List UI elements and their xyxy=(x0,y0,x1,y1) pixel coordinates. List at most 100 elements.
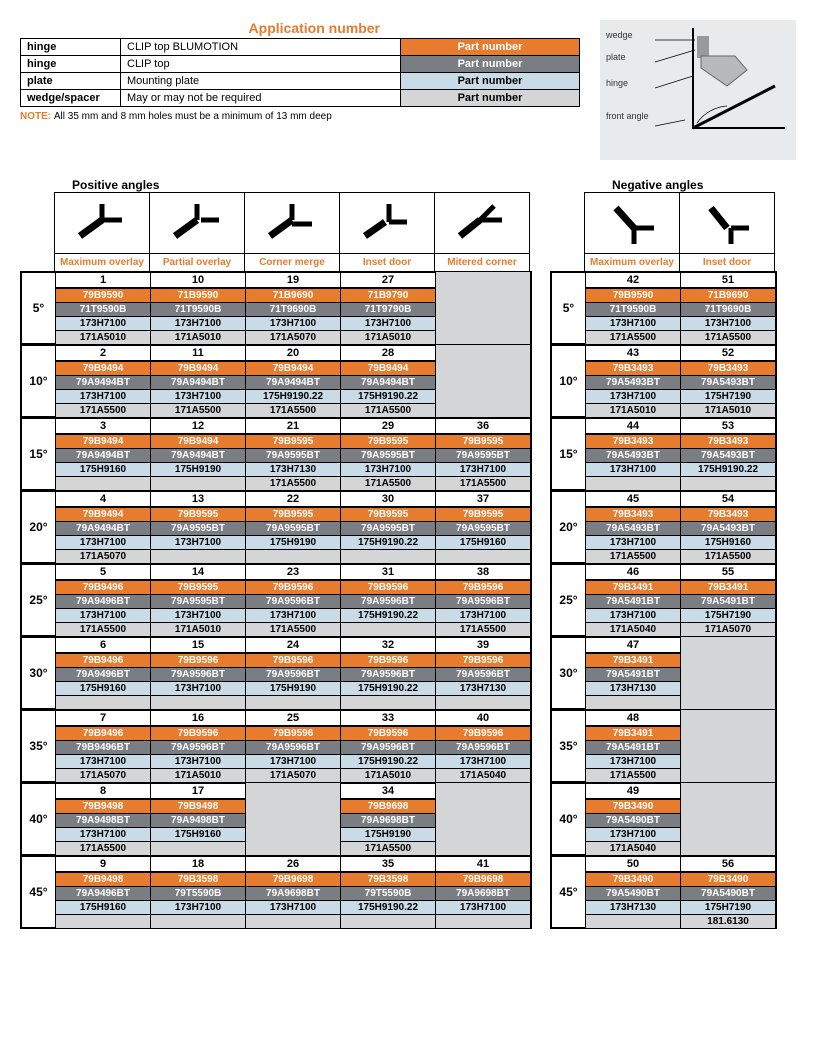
part-number-cell: 79A9498BT xyxy=(151,813,245,827)
part-number-cell: 171A5500 xyxy=(56,403,150,417)
part-number-cell: 171A5070 xyxy=(56,549,150,563)
part-number-cell: 79B9596 xyxy=(341,726,435,740)
part-number-cell: 171A5500 xyxy=(436,622,530,636)
part-number-cell xyxy=(151,549,245,563)
part-number-cell: 171A5500 xyxy=(341,476,435,490)
part-number-cell: 79A5491BT xyxy=(681,594,775,608)
column-label: Mitered corner xyxy=(435,253,529,271)
column-header: Partial overlay xyxy=(149,192,245,271)
part-number-cell: 71T9590B xyxy=(56,302,150,316)
column-header: Inset door xyxy=(679,192,775,271)
positive-angles-title: Positive angles xyxy=(72,178,572,192)
part-number-cell: 175H7190 xyxy=(681,389,775,403)
part-number-cell: 79A9494BT xyxy=(56,375,150,389)
part-number-cell: 173H7100 xyxy=(681,316,775,330)
part-number-cell: 79A9494BT xyxy=(341,375,435,389)
part-number-cell: 79B9498 xyxy=(151,799,245,813)
part-number-cell: 175H9160 xyxy=(436,535,530,549)
part-number-cell: 79B9596 xyxy=(151,653,245,667)
part-number-cell: 175H9160 xyxy=(56,900,150,914)
part-number-cell: 79B3490 xyxy=(586,872,680,886)
part-number-cell: 79B3491 xyxy=(681,580,775,594)
part-number-cell: 171A5040 xyxy=(586,841,680,855)
part-number-cell: 79B9596 xyxy=(246,653,340,667)
part-number-cell: 79A5490BT xyxy=(681,886,775,900)
index-cell: 55 xyxy=(681,564,775,580)
part-number-cell: 79B3598 xyxy=(341,872,435,886)
header-desc: CLIP top xyxy=(121,56,401,73)
part-number-cell: 79A9596BT xyxy=(341,594,435,608)
part-number-cell: 79A9595BT xyxy=(246,521,340,535)
part-number-cell xyxy=(151,695,245,709)
index-cell: 25 xyxy=(246,710,340,726)
part-number-cell: 79A9595BT xyxy=(436,521,530,535)
angle-label: 25° xyxy=(551,564,585,636)
part-number-cell: 171A5500 xyxy=(246,476,340,490)
part-number-cell: 79B3491 xyxy=(586,653,680,667)
part-number-cell: 173H7130 xyxy=(246,462,340,476)
part-number-cell: 171A5500 xyxy=(436,476,530,490)
part-number-cell: 175H9190.22 xyxy=(246,389,340,403)
angle-icon xyxy=(602,193,662,253)
part-number-cell: 71T9690B xyxy=(681,302,775,316)
part-number-cell: 175H9160 xyxy=(681,535,775,549)
index-cell: 44 xyxy=(586,418,680,434)
part-number-cell: 171A5010 xyxy=(151,622,245,636)
angle-label: 25° xyxy=(21,564,55,636)
part-number-cell: 171A5070 xyxy=(681,622,775,636)
index-cell: 27 xyxy=(341,272,435,288)
column-label: Maximum overlay xyxy=(55,253,149,271)
part-number-cell: 171A5500 xyxy=(246,403,340,417)
part-number-cell: 171A5500 xyxy=(586,768,680,782)
part-number-cell xyxy=(151,914,245,928)
index-cell: 30 xyxy=(341,491,435,507)
part-number-cell: 79A9596BT xyxy=(246,740,340,754)
part-number-cell: 171A5010 xyxy=(56,330,150,344)
part-number-cell: 79B9596 xyxy=(436,653,530,667)
index-cell: 38 xyxy=(436,564,530,580)
part-number-cell: 171A5010 xyxy=(586,403,680,417)
part-number-cell: 79B9595 xyxy=(246,434,340,448)
index-cell: 56 xyxy=(681,856,775,872)
index-cell: 47 xyxy=(586,637,680,653)
part-number-cell: 71T9590B xyxy=(151,302,245,316)
empty-cell xyxy=(435,345,531,417)
part-number-cell: 79B9595 xyxy=(151,580,245,594)
index-cell: 14 xyxy=(151,564,245,580)
part-number-cell: 173H7100 xyxy=(586,389,680,403)
part-number-cell: 175H9190.22 xyxy=(341,608,435,622)
part-number-cell: 79A9496BT xyxy=(56,886,150,900)
part-number-cell: 79B9596 xyxy=(436,580,530,594)
part-number-cell xyxy=(151,476,245,490)
part-number-cell: 79B3493 xyxy=(681,361,775,375)
part-number-cell: 79B3493 xyxy=(586,361,680,375)
angle-label: 40° xyxy=(21,783,55,855)
part-number-cell: 79B9494 xyxy=(341,361,435,375)
part-number-cell: 175H7190 xyxy=(681,608,775,622)
part-number-cell: 79A9698BT xyxy=(341,813,435,827)
part-number-cell: 171A5500 xyxy=(246,622,340,636)
header-label: hinge xyxy=(21,56,121,73)
empty-cell xyxy=(680,637,776,709)
part-number-cell: 79B9595 xyxy=(436,507,530,521)
part-number-cell: 79B9595 xyxy=(151,507,245,521)
column-header: Maximum overlay xyxy=(54,192,150,271)
part-number-cell: 171A5500 xyxy=(681,330,775,344)
part-number-cell: 79A9596BT xyxy=(151,740,245,754)
angle-icon xyxy=(167,193,227,253)
part-number-cell: 173H7100 xyxy=(246,608,340,622)
index-cell: 2 xyxy=(56,345,150,361)
part-number-cell: 171A5500 xyxy=(56,841,150,855)
part-number-cell: 173H7100 xyxy=(586,316,680,330)
angle-label: 15° xyxy=(551,418,585,490)
part-number-cell: 79B9494 xyxy=(56,361,150,375)
part-number-cell: 79A9596BT xyxy=(246,594,340,608)
part-number-cell: 173H7130 xyxy=(586,900,680,914)
part-number-cell: 79B3490 xyxy=(586,799,680,813)
part-number-cell: 79B9698 xyxy=(341,799,435,813)
note: NOTE: All 35 mm and 8 mm holes must be a… xyxy=(20,111,580,122)
part-number-cell: 79B3493 xyxy=(681,434,775,448)
column-label: Corner merge xyxy=(245,253,339,271)
part-number-cell: 79B9595 xyxy=(341,507,435,521)
part-number-cell: 175H9160 xyxy=(56,681,150,695)
